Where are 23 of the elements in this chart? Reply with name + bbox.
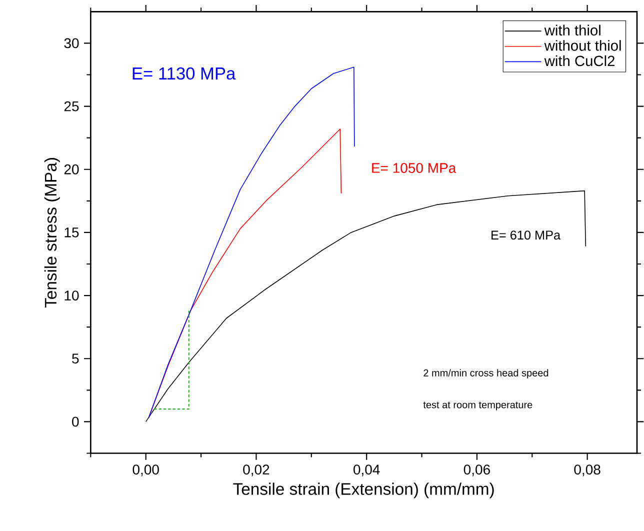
annotation: E= 1130 MPa [132,67,236,80]
y-tick-label: 0 [72,416,79,427]
y-tick-label: 25 [64,101,79,112]
y-tick-label: 5 [72,354,79,364]
x-tick-label: 0,02 [243,464,270,476]
annotation: E= 1050 MPa [372,163,456,173]
x-tick-label: 0,00 [132,464,159,476]
legend-label: with CuCl2 [544,55,614,66]
y-tick-label: 10 [64,290,79,301]
x-tick-label: 0,08 [574,464,600,476]
legend-label: without thiol [544,40,621,51]
annotation: test at room temperature [423,402,532,410]
x-tick-label: 0,04 [354,464,380,476]
y-tick-label: 20 [64,164,79,174]
line-series [145,190,586,422]
x-axis-title: Tensile strain (Extension) (mm/mm) [233,482,494,498]
annotation: E= 610 MPa [492,230,561,240]
legend-label: with thiol [544,24,600,36]
x-tick-label: 0,06 [464,464,490,476]
y-tick-label: 30 [64,38,79,48]
y-tick-label: 15 [64,228,79,238]
annotation: 2 mm/min cross head speed [424,369,548,378]
y-axis-title: Tensile stress (MPa) [44,158,60,308]
